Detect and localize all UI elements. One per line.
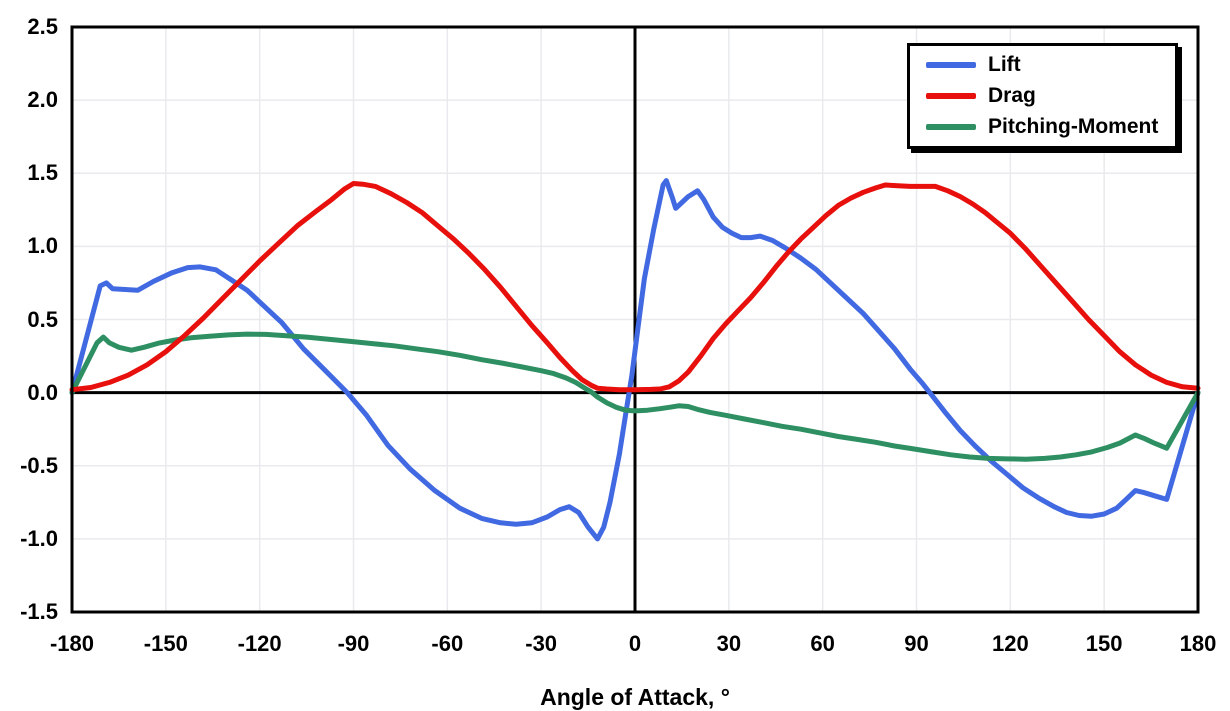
pitching-moment-line xyxy=(69,331,1201,462)
y-tick-label: -1.5 xyxy=(20,599,58,624)
legend-item-lift: Lift xyxy=(926,50,1175,80)
legend-label-lift: Lift xyxy=(988,53,1021,77)
x-tick-label: -90 xyxy=(337,631,370,656)
legend-label-drag: Drag xyxy=(988,83,1036,107)
x-tick-label: 180 xyxy=(1179,631,1217,656)
x-axis-title: Angle of Attack, ° xyxy=(540,684,730,710)
legend-label-pitching-moment: Pitching-Moment xyxy=(988,114,1159,138)
x-tick-label: 120 xyxy=(991,631,1029,656)
drag-line-swatch xyxy=(926,92,976,99)
y-tick-label: 2.5 xyxy=(27,14,58,39)
y-tick-label: 2.0 xyxy=(27,87,58,113)
y-tick-label: -1.0 xyxy=(20,525,58,551)
x-tick-label: 0 xyxy=(628,631,642,656)
x-tick-label: 90 xyxy=(904,631,929,656)
x-tick-label: -60 xyxy=(431,631,464,656)
x-tick-label: -150 xyxy=(143,631,188,656)
plot-border xyxy=(70,25,1200,614)
y-tick-label: 0.0 xyxy=(27,379,58,405)
legend: Lift Drag Pitching-Moment xyxy=(907,43,1178,149)
x-tick-label: -120 xyxy=(237,631,282,656)
lift-line xyxy=(69,178,1201,542)
y-tick-label: 0.5 xyxy=(27,306,58,332)
x-tick-label: 30 xyxy=(716,631,742,656)
lift-line-swatch xyxy=(926,62,976,69)
x-tick-label: -30 xyxy=(525,631,558,656)
x-tick-label: 60 xyxy=(810,631,835,656)
x-tick-label: -180 xyxy=(49,631,95,656)
x-tick-label: 150 xyxy=(1085,631,1123,656)
y-tick-label: 1.5 xyxy=(27,160,58,186)
y-tick-label: -0.5 xyxy=(20,452,58,478)
y-tick-label: 1.0 xyxy=(27,233,58,259)
legend-item-pitching-moment: Pitching-Moment xyxy=(926,112,1175,142)
pitching-moment-line-swatch xyxy=(926,123,976,130)
legend-item-drag: Drag xyxy=(926,81,1175,111)
drag-line xyxy=(69,181,1201,393)
